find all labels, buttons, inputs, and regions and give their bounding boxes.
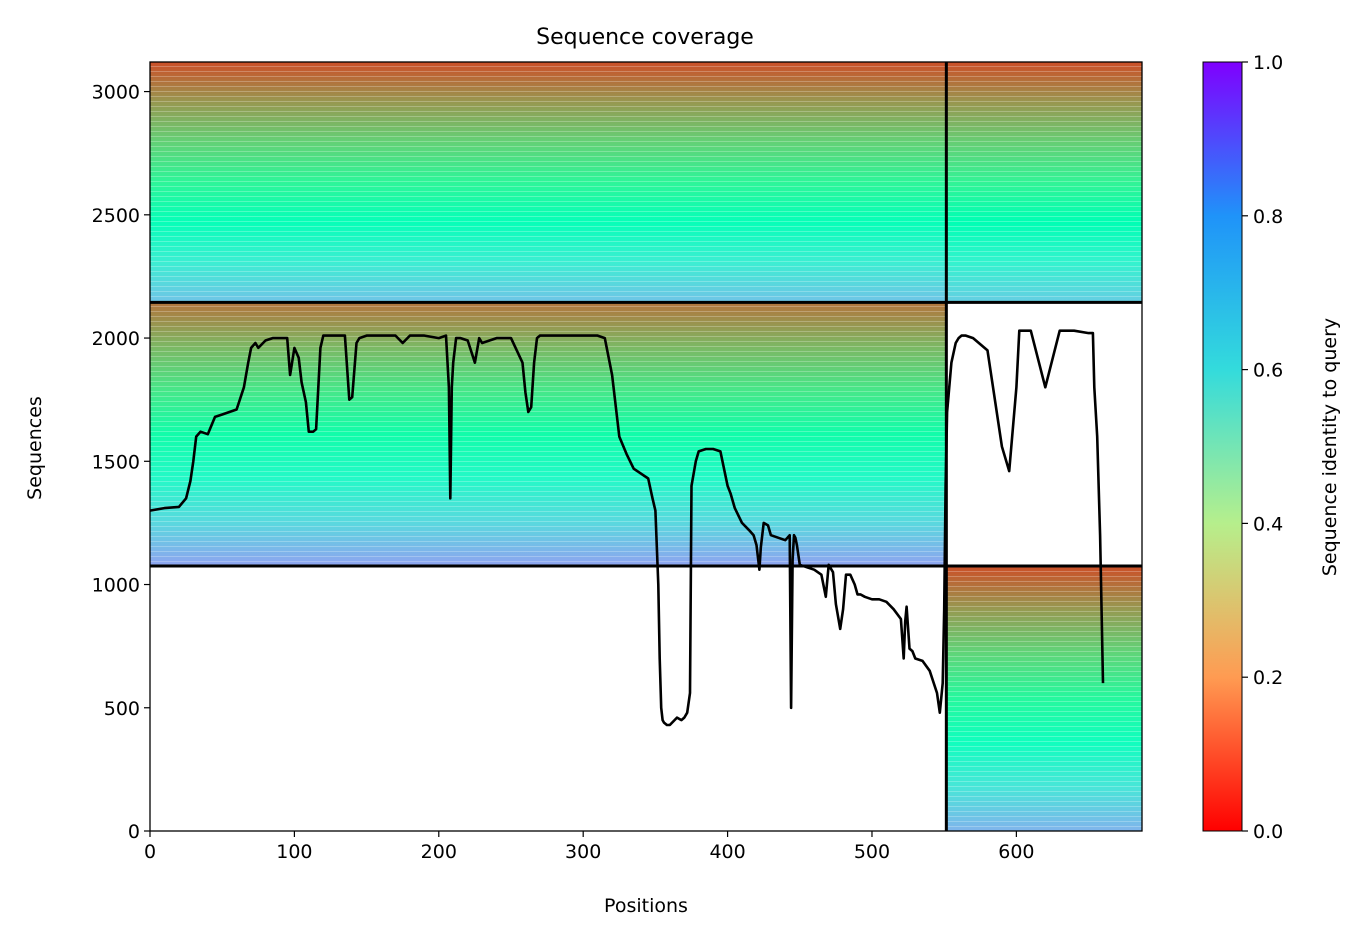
y-tick-label: 2000 [92,328,140,350]
x-tick-label: 600 [998,841,1034,863]
chart-title: Sequence coverage [536,25,754,50]
colorbar-tick-label: 0.0 [1253,821,1283,843]
x-tick-label: 400 [709,841,745,863]
heatmap-block-texture-3 [150,302,946,567]
y-tick-label: 2500 [92,205,140,227]
y-axis-label: Sequences [24,396,46,500]
heatmap-block-texture-6 [945,566,1142,831]
y-axis-ticks: 0 500 1000 1500 2000 2500 3000 [92,82,150,843]
y-tick-label: 3000 [92,82,140,104]
colorbar-tick-label: 0.4 [1253,513,1283,535]
coverage-line [149,329,1105,727]
y-tick-label: 1000 [92,575,140,597]
colorbar [1202,61,1243,832]
y-tick-label: 1500 [92,451,140,473]
colorbar-tick-label: 0.2 [1253,667,1283,689]
heatmap-block-texture-2 [945,62,1142,303]
x-tick-label: 500 [854,841,890,863]
x-tick-label: 100 [276,841,312,863]
heatmap-layer [150,62,1142,831]
x-axis-label: Positions [604,895,688,917]
plot-frame [149,61,1143,832]
x-tick-label: 300 [565,841,601,863]
colorbar-label: Sequence identity to query [1319,318,1341,576]
y-tick-label: 500 [104,698,140,720]
colorbar-tick-label: 0.8 [1253,206,1283,228]
x-tick-label: 0 [144,841,156,863]
x-axis-ticks: 0 100 200 300 400 500 600 [144,831,1035,863]
heatmap-block-texture-1 [150,62,946,303]
coverage-line-layer [149,329,1105,727]
y-tick-label: 0 [128,821,140,843]
colorbar-ticks: 0.0 0.2 0.4 0.6 0.8 1.0 [1242,52,1283,843]
x-tick-label: 200 [421,841,457,863]
colorbar-tick-label: 1.0 [1253,52,1283,74]
colorbar-tick-label: 0.6 [1253,360,1283,382]
